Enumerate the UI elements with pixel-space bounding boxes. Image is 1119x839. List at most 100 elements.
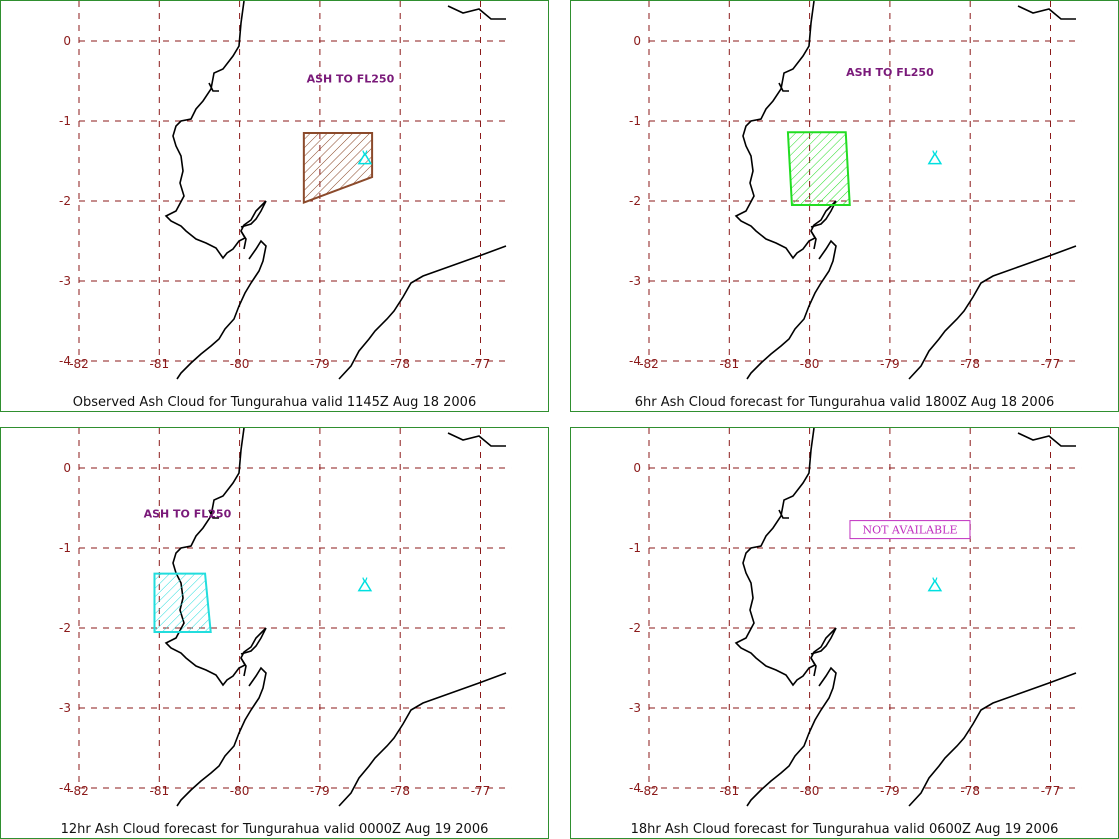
map-6hr: 0 -1 -2 -3 -4-82 -81 -80 -79 -78 -77 ASH TO FL250 — [629, 1, 1082, 380]
lat-tick-label: -3 — [59, 274, 71, 288]
lon-tick-label: -80 — [800, 357, 820, 371]
panel-6hr: 0 -1 -2 -3 -4 -82 -81 -80 -79 -78 -77 ASH TO FL250 … — [570, 0, 1119, 412]
ash-cloud-polygon — [786, 131, 851, 206]
graticule — [78, 1, 512, 362]
volcano-icon — [927, 577, 943, 592]
lat-tick-label: -1 — [629, 114, 641, 128]
lon-tick-label: -80 — [800, 784, 820, 798]
lat-tick-label: -3 — [59, 701, 71, 715]
lon-tick-label: -77 — [1041, 784, 1061, 798]
coastline — [338, 245, 507, 380]
coastline — [810, 627, 837, 655]
lat-tick-label: 0 — [63, 34, 71, 48]
lat-tick-label: -4 — [629, 781, 641, 795]
lon-tick-label: -80 — [230, 784, 250, 798]
volcano-icon — [927, 150, 943, 165]
coastline — [778, 509, 789, 519]
lon-tick-label: -77 — [471, 784, 491, 798]
coastline — [176, 239, 267, 380]
coastline — [240, 230, 247, 250]
caption-12hr: 12hr Ash Cloud forecast for Tungurahua v… — [60, 822, 489, 837]
lon-tick-label: -81 — [149, 784, 169, 798]
graticule — [78, 428, 512, 789]
panel-12hr: 0 -1 -2 -3 -4 -82 -81 -80 -79 -78 -77 ASH TO FL250 … — [0, 427, 549, 839]
lon-tick-label: -82 — [639, 784, 659, 798]
coastline — [164, 428, 267, 687]
ash-level-label: ASH TO FL250 — [846, 66, 934, 79]
lat-tick-label: -2 — [59, 621, 71, 635]
caption-18hr: 18hr Ash Cloud forecast for Tungurahua v… — [630, 822, 1059, 837]
lon-tick-label: -78 — [390, 357, 410, 371]
ash-level-label: ASH TO FL250 — [307, 73, 395, 86]
caption-6hr: 6hr Ash Cloud forecast for Tungurahua va… — [634, 395, 1055, 410]
coastline — [176, 666, 267, 807]
lon-tick-label: -81 — [719, 784, 739, 798]
lat-tick-label: 0 — [63, 461, 71, 475]
lon-tick-label: -82 — [69, 357, 89, 371]
coastline — [1017, 5, 1076, 20]
lon-tick-label: -78 — [960, 784, 980, 798]
coastline — [746, 666, 837, 807]
panel-observed: 0 -1 -2 -3 -4 -82 -81 -80 -79 -78 -77 ASH TO FL250 … — [0, 0, 549, 412]
lon-tick-label: -79 — [310, 357, 330, 371]
coastline — [164, 1, 267, 260]
coastline — [810, 657, 817, 677]
ash-cloud-polygon — [153, 572, 212, 633]
lat-tick-label: -2 — [629, 621, 641, 635]
lon-tick-label: -81 — [719, 357, 739, 371]
not-available-box — [849, 520, 971, 540]
volcano-icon — [357, 577, 373, 592]
lon-tick-label: -79 — [880, 784, 900, 798]
lat-tick-label: -4 — [629, 354, 641, 368]
not-available-label: NOT AVAILABLE — [862, 524, 957, 537]
ash-level-label: ASH TO FL250 — [144, 508, 232, 521]
ash-cloud-polygon — [302, 132, 374, 205]
graticule — [648, 428, 1082, 789]
lat-tick-label: 0 — [633, 34, 641, 48]
coastline — [208, 82, 219, 92]
lon-tick-label: -79 — [880, 357, 900, 371]
lon-tick-label: -77 — [471, 357, 491, 371]
lat-tick-label: -3 — [629, 701, 641, 715]
lat-tick-label: 0 — [633, 461, 641, 475]
lat-tick-label: -4 — [59, 354, 71, 368]
panel-18hr: 0 -1 -2 -3 -4 -82 -81 -80 -79 -78 -77 NOT AVAILABLE… — [570, 427, 1119, 839]
lat-tick-label: -1 — [59, 114, 71, 128]
lon-tick-label: -81 — [149, 357, 169, 371]
lat-tick-label: -2 — [59, 194, 71, 208]
map-observed: 0 -1 -2 -3 -4-82 -81 -80 -79 -78 -77 ASH TO FL250 — [59, 1, 512, 380]
coastline — [447, 5, 506, 20]
lon-tick-label: -82 — [639, 357, 659, 371]
lat-tick-label: -2 — [629, 194, 641, 208]
coastline — [908, 672, 1077, 807]
lon-tick-label: -78 — [960, 357, 980, 371]
lon-tick-label: -80 — [230, 357, 250, 371]
coastline — [746, 239, 837, 380]
lon-tick-label: -82 — [69, 784, 89, 798]
graticule — [648, 1, 1082, 362]
coastline — [240, 657, 247, 677]
map-12hr: 0 -1 -2 -3 -4-82 -81 -80 -79 -78 -77 ASH TO FL250 — [59, 428, 512, 807]
lon-tick-label: -77 — [1041, 357, 1061, 371]
coastline — [240, 627, 267, 655]
coastline — [908, 245, 1077, 380]
lon-tick-label: -78 — [390, 784, 410, 798]
coastline — [734, 428, 837, 687]
coastline — [240, 200, 267, 228]
lat-tick-label: -1 — [629, 541, 641, 555]
coastline — [810, 200, 837, 228]
coastline — [447, 432, 506, 447]
coastline — [810, 230, 817, 250]
map-18hr: 0 -1 -2 -3 -4-82 -81 -80 -79 -78 -77 NOT AVAILABLE — [629, 428, 1082, 807]
caption-observed: Observed Ash Cloud for Tungurahua valid … — [72, 395, 477, 410]
coastline — [208, 509, 219, 519]
lon-tick-label: -79 — [310, 784, 330, 798]
lat-tick-label: -3 — [629, 274, 641, 288]
lat-tick-label: -4 — [59, 781, 71, 795]
coastline — [338, 672, 507, 807]
coastline — [1017, 432, 1076, 447]
coastline — [778, 82, 789, 92]
coastline — [734, 1, 837, 260]
volcano-icon — [357, 150, 373, 165]
lat-tick-label: -1 — [59, 541, 71, 555]
